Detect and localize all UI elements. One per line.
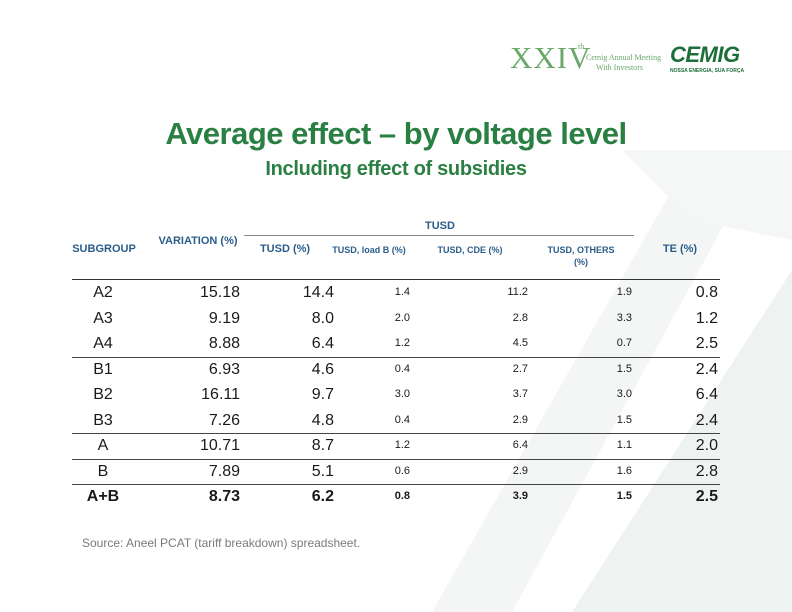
group-divider <box>72 484 720 485</box>
cell-subgroup: A+B <box>86 488 120 505</box>
event-branding: XXIV th Cemig Annual Meeting With Invest… <box>510 40 662 80</box>
cell-tusd-cde: 2.7 <box>512 362 528 375</box>
header-subgroup: SUBGROUP <box>72 243 136 255</box>
cell-te: 2.0 <box>695 437 718 454</box>
cell-tusd-others: 0.7 <box>616 337 632 349</box>
cemig-logo: CEMIG NOSSA ENERGIA, SUA FORÇA <box>670 44 750 78</box>
cell-variation: 8.88 <box>208 335 240 352</box>
cell-variation: 6.93 <box>208 360 240 378</box>
table-row: B3 7.26 4.8 0.4 2.9 1.5 2.4 <box>72 408 720 433</box>
cell-tusd-load-b: 3.0 <box>394 388 410 400</box>
table-row: B 7.89 5.1 0.6 2.9 1.6 2.8 <box>72 459 720 484</box>
cell-tusd-load-b: 1.4 <box>394 286 410 298</box>
page-title: Average effect – by voltage level <box>165 116 627 151</box>
cell-te: 2.5 <box>695 488 718 505</box>
cell-subgroup: A3 <box>93 309 113 327</box>
cell-tusd-cde: 6.4 <box>512 439 528 451</box>
cell-subgroup: B2 <box>93 386 113 403</box>
group-divider <box>72 356 720 358</box>
cell-tusd: 8.0 <box>311 309 334 327</box>
cell-variation: 7.26 <box>208 411 240 429</box>
table-row: A3 9.19 8.0 2.0 2.8 3.3 1.2 <box>72 306 720 331</box>
header-tusd-others: TUSD, OTHERS (%) <box>547 245 615 267</box>
table-row: A4 8.88 6.4 1.2 4.5 0.7 2.5 <box>72 331 720 356</box>
header-variation: VARIATION (%) <box>158 235 238 247</box>
event-name-line1: Cemig Annual Meeting <box>586 53 662 62</box>
cell-tusd-others: 1.6 <box>616 464 632 477</box>
cell-tusd-load-b: 1.2 <box>394 439 410 451</box>
cell-variation: 8.73 <box>208 488 240 505</box>
cell-tusd-load-b: 1.2 <box>394 337 410 349</box>
cell-tusd: 14.4 <box>302 284 334 301</box>
cell-variation: 9.19 <box>208 309 240 327</box>
header-tusd-load-b: TUSD, load B (%) <box>332 245 406 255</box>
cell-te: 2.4 <box>695 411 718 429</box>
cell-subgroup: B1 <box>93 360 113 378</box>
table-row: A2 15.18 14.4 1.4 11.2 1.9 0.8 <box>72 280 720 305</box>
cell-tusd-load-b: 2.0 <box>394 311 410 324</box>
group-divider <box>72 458 720 460</box>
header-tusd-cde: TUSD, CDE (%) <box>437 245 503 255</box>
header-tusd: TUSD (%) <box>259 243 311 255</box>
cell-tusd-cde: 2.9 <box>512 464 528 477</box>
cell-tusd-cde: 11.2 <box>507 286 528 298</box>
cell-tusd-cde: 2.9 <box>512 413 528 426</box>
header-tusd-group: TUSD <box>425 220 455 232</box>
cell-tusd: 4.6 <box>311 360 334 378</box>
cell-variation: 7.89 <box>208 462 240 480</box>
cell-subgroup: B <box>97 462 109 480</box>
cell-subgroup: B3 <box>93 411 113 429</box>
cell-te: 2.4 <box>695 360 718 378</box>
cell-tusd-cde: 3.9 <box>512 490 528 502</box>
cell-te: 6.4 <box>695 386 718 403</box>
logo-tagline: NOSSA ENERGIA, SUA FORÇA <box>670 68 745 74</box>
cell-tusd-load-b: 0.6 <box>394 464 410 477</box>
cell-tusd-cde: 3.7 <box>512 388 528 400</box>
cell-variation: 15.18 <box>199 284 240 301</box>
cell-tusd-others: 1.5 <box>616 413 632 426</box>
event-ordinal-suffix: th <box>578 42 585 51</box>
cell-tusd: 8.7 <box>311 437 334 454</box>
cell-tusd: 6.4 <box>311 335 334 352</box>
cell-variation: 16.11 <box>201 386 240 403</box>
cell-tusd-cde: 4.5 <box>512 337 528 349</box>
cell-tusd-load-b: 0.8 <box>394 490 410 502</box>
logo-wordmark: CEMIG <box>670 42 740 67</box>
cell-tusd-load-b: 0.4 <box>394 362 410 375</box>
cell-tusd-others: 1.5 <box>616 490 632 502</box>
group-divider <box>72 433 720 434</box>
cell-subgroup: A <box>97 437 109 454</box>
cell-tusd-cde: 2.8 <box>512 311 528 324</box>
table-row: B1 6.93 4.6 0.4 2.7 1.5 2.4 <box>72 357 720 382</box>
cell-tusd-others: 1.5 <box>616 362 632 375</box>
page-subtitle: Including effect of subsidies <box>265 158 527 180</box>
table-row: B2 16.11 9.7 3.0 3.7 3.0 6.4 <box>72 382 720 407</box>
cell-tusd-others: 3.0 <box>616 388 632 400</box>
cell-tusd: 6.2 <box>311 488 334 505</box>
cell-tusd: 9.7 <box>311 386 334 403</box>
table-row: A 10.71 8.7 1.2 6.4 1.1 2.0 <box>72 433 720 458</box>
source-note: Source: Aneel PCAT (tariff breakdown) sp… <box>82 536 361 550</box>
cell-tusd: 5.1 <box>311 462 334 480</box>
cell-tusd-others: 1.9 <box>616 286 632 298</box>
cell-te: 2.5 <box>695 335 718 352</box>
header-divider <box>72 279 720 280</box>
cell-te: 1.2 <box>695 309 718 327</box>
cell-te: 2.8 <box>695 462 718 480</box>
cell-variation: 10.71 <box>199 437 240 454</box>
cell-tusd-load-b: 0.4 <box>394 413 410 426</box>
event-name-line2: With Investors <box>596 63 644 72</box>
cell-tusd-others: 1.1 <box>616 439 632 451</box>
cell-tusd-others: 3.3 <box>616 311 632 324</box>
header-te: TE (%) <box>662 243 698 255</box>
event-roman-numeral: XXIV <box>510 40 592 75</box>
cell-tusd: 4.8 <box>311 411 334 429</box>
table-row: A+B 8.73 6.2 0.8 3.9 1.5 2.5 <box>72 484 720 509</box>
cell-subgroup: A2 <box>93 284 113 301</box>
cell-subgroup: A4 <box>93 335 113 352</box>
cell-te: 0.8 <box>695 284 718 301</box>
tusd-group-underline <box>244 235 634 236</box>
